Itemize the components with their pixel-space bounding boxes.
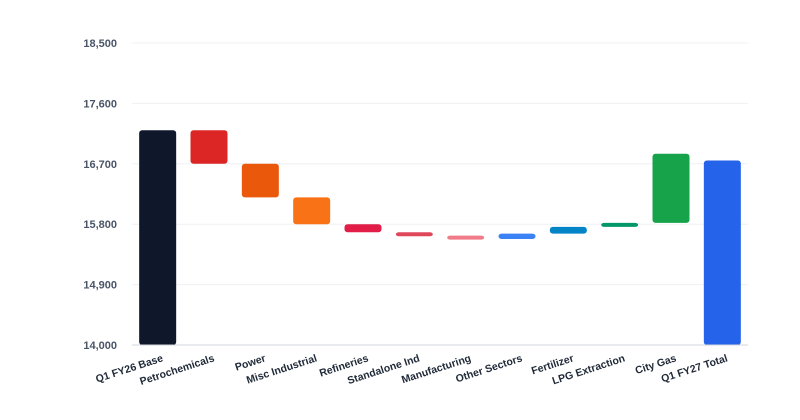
delta-bar [652, 153, 690, 223]
delta-bar [549, 226, 587, 234]
y-tick-label: 14,900 [83, 280, 117, 292]
delta-bar [395, 232, 433, 237]
y-tick-label: 15,800 [83, 219, 117, 231]
delta-bar [241, 163, 279, 198]
delta-bar [498, 233, 536, 239]
total-bar [703, 160, 741, 345]
y-tick-label: 16,700 [83, 159, 117, 171]
delta-bar [293, 197, 331, 225]
total-bar [139, 130, 177, 345]
y-tick-label: 14,000 [83, 340, 117, 352]
y-tick-label: 18,500 [83, 38, 117, 50]
bars [139, 130, 741, 345]
delta-bar [190, 130, 228, 164]
y-axis-tick-labels: 14,000 14,900 15,800 16,700 17,600 18,500 [83, 38, 117, 352]
y-tick-label: 17,600 [83, 98, 117, 110]
delta-bar [601, 222, 639, 227]
delta-bar [344, 224, 382, 233]
delta-bar [447, 235, 485, 240]
